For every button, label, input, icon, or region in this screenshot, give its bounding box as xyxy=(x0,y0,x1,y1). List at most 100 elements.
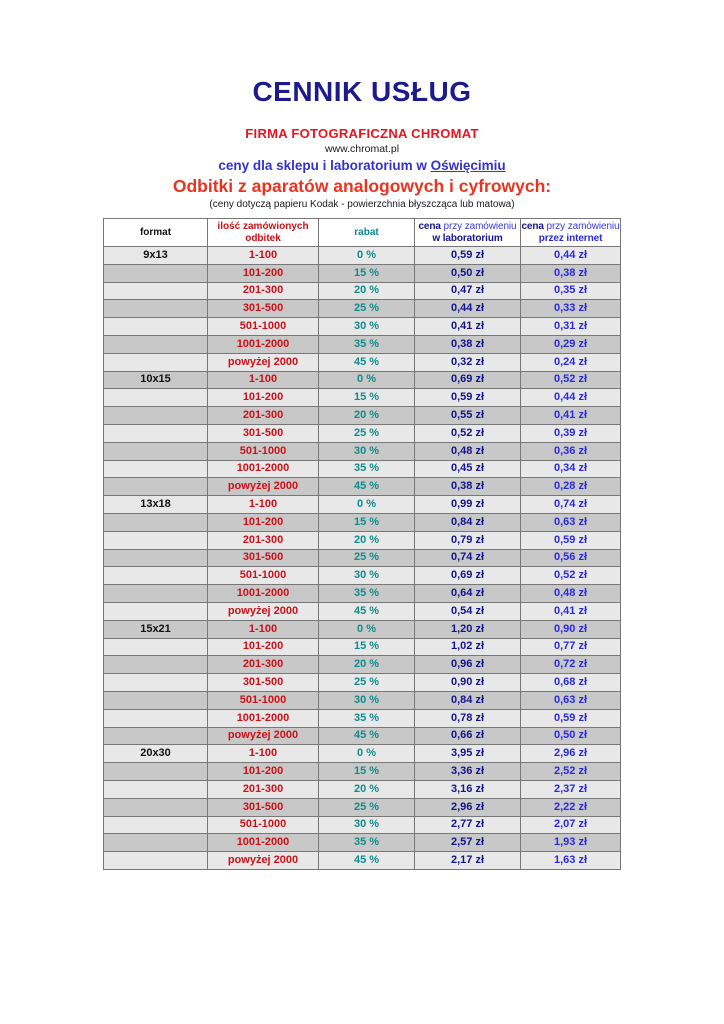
price-internet-cell: 1,63 zł xyxy=(520,851,621,870)
price-lab-cell: 0,38 zł xyxy=(414,477,521,497)
table-row: 301-500 25 % 0,52 zł 0,39 zł xyxy=(103,423,621,443)
website-text: www.chromat.pl xyxy=(324,143,400,155)
format-cell xyxy=(103,530,208,550)
table-row: 1001-2000 35 % 0,78 zł 0,59 zł xyxy=(103,708,621,728)
table-row: 301-500 25 % 2,96 zł 2,22 zł xyxy=(103,797,621,817)
table-row: 20x30 1-100 0 % 3,95 zł 2,96 zł xyxy=(103,744,621,764)
quantity-cell: 1001-2000 xyxy=(207,833,319,853)
quantity-cell: 201-300 xyxy=(207,281,319,301)
quantity-cell: powyżej 2000 xyxy=(207,477,319,497)
rabat-cell: 30 % xyxy=(318,317,415,336)
price-lab-cell: 0,50 zł xyxy=(414,263,521,283)
table-row: 201-300 20 % 0,79 zł 0,59 zł xyxy=(103,530,621,550)
table-row: 501-1000 30 % 0,69 zł 0,52 zł xyxy=(103,566,621,586)
price-internet-cell: 0,29 zł xyxy=(520,334,621,354)
price-lab-cell: 0,48 zł xyxy=(414,441,521,461)
price-internet-cell: 0,59 zł xyxy=(520,530,621,550)
format-cell: 20x30 xyxy=(103,744,208,764)
col-header-format: format xyxy=(103,218,208,247)
price-internet-cell: 0,44 zł xyxy=(520,246,621,265)
price-table: format ilość zamówionych odbitek rabat c… xyxy=(103,218,621,870)
price-lab-cell: 1,02 zł xyxy=(414,637,521,657)
price-lab-cell: 0,38 zł xyxy=(414,334,521,354)
quantity-cell: 1001-2000 xyxy=(207,708,319,728)
format-cell: 15x21 xyxy=(103,619,208,639)
rabat-cell: 20 % xyxy=(318,655,415,675)
table-row: powyżej 2000 45 % 0,32 zł 0,24 zł xyxy=(103,352,621,372)
table-row: 201-300 20 % 0,47 zł 0,35 zł xyxy=(103,281,621,301)
table-header-row: format ilość zamówionych odbitek rabat c… xyxy=(103,218,621,247)
price-lab-cell: 0,90 zł xyxy=(414,673,521,692)
table-row: 301-500 25 % 0,90 zł 0,68 zł xyxy=(103,673,621,692)
table-row: 201-300 20 % 0,55 zł 0,41 zł xyxy=(103,406,621,425)
table-row: powyżej 2000 45 % 0,38 zł 0,28 zł xyxy=(103,477,621,497)
price-internet-cell: 0,56 zł xyxy=(520,548,621,568)
price-internet-cell: 0,63 zł xyxy=(520,690,621,710)
city-link[interactable]: Oświęcimiu xyxy=(430,158,506,173)
price-internet-cell: 0,33 zł xyxy=(520,299,621,319)
format-cell xyxy=(103,637,208,657)
price-lab-cell: 3,16 zł xyxy=(414,779,521,799)
price-internet-cell: 0,48 zł xyxy=(520,584,621,603)
format-cell xyxy=(103,317,208,336)
page: CENNIK USŁUG FIRMA FOTOGRAFICZNA CHROMAT… xyxy=(103,76,621,870)
price-internet-cell: 0,28 zł xyxy=(520,477,621,497)
rabat-cell: 20 % xyxy=(318,530,415,550)
format-cell xyxy=(103,548,208,568)
price-internet-cell: 0,41 zł xyxy=(520,601,621,621)
price-internet-cell: 0,36 zł xyxy=(520,441,621,461)
rabat-cell: 35 % xyxy=(318,584,415,603)
format-cell xyxy=(103,459,208,479)
quantity-cell: 201-300 xyxy=(207,779,319,799)
price-lab-cell: 0,79 zł xyxy=(414,530,521,550)
quantity-cell: 101-200 xyxy=(207,263,319,283)
format-cell: 9x13 xyxy=(103,246,208,265)
price-internet-cena-label: cena xyxy=(521,221,544,232)
col-header-quantity: ilość zamówionych odbitek xyxy=(207,218,319,247)
rabat-cell: 35 % xyxy=(318,459,415,479)
format-cell xyxy=(103,779,208,799)
price-internet-cell: 0,24 zł xyxy=(520,352,621,372)
quantity-cell: 101-200 xyxy=(207,388,319,408)
quantity-cell: powyżej 2000 xyxy=(207,726,319,746)
price-lab-cell: 0,74 zł xyxy=(414,548,521,568)
rabat-cell: 45 % xyxy=(318,726,415,746)
section-title: Odbitki z aparatów analogowych i cyfrowy… xyxy=(172,176,552,196)
price-lab-cell: 0,66 zł xyxy=(414,726,521,746)
format-cell xyxy=(103,690,208,710)
format-cell xyxy=(103,423,208,443)
quantity-cell: 1001-2000 xyxy=(207,584,319,603)
quantity-cell: 101-200 xyxy=(207,512,319,532)
table-row: powyżej 2000 45 % 0,66 zł 0,50 zł xyxy=(103,726,621,746)
rabat-cell: 15 % xyxy=(318,512,415,532)
table-row: 1001-2000 35 % 0,45 zł 0,34 zł xyxy=(103,459,621,479)
format-cell xyxy=(103,708,208,728)
table-row: powyżej 2000 45 % 2,17 zł 1,63 zł xyxy=(103,851,621,870)
quantity-cell: 301-500 xyxy=(207,423,319,443)
price-lab-cell: 2,77 zł xyxy=(414,815,521,835)
table-row: 1001-2000 35 % 2,57 zł 1,93 zł xyxy=(103,833,621,853)
price-internet-cell: 0,59 zł xyxy=(520,708,621,728)
price-lab-cell: 0,69 zł xyxy=(414,370,521,390)
quantity-cell: 1001-2000 xyxy=(207,334,319,354)
rabat-cell: 30 % xyxy=(318,566,415,586)
rabat-cell: 25 % xyxy=(318,548,415,568)
rabat-cell: 15 % xyxy=(318,388,415,408)
price-lab-cell: 0,44 zł xyxy=(414,299,521,319)
col-header-price-internet: cena przy zamówieniu przez internet xyxy=(520,218,621,247)
quantity-cell: 1-100 xyxy=(207,619,319,639)
format-cell xyxy=(103,762,208,781)
rabat-cell: 30 % xyxy=(318,441,415,461)
table-row: 501-1000 30 % 0,41 zł 0,31 zł xyxy=(103,317,621,336)
table-row: 10x15 1-100 0 % 0,69 zł 0,52 zł xyxy=(103,370,621,390)
quantity-cell: 501-1000 xyxy=(207,317,319,336)
price-internet-cell: 0,31 zł xyxy=(520,317,621,336)
table-row: powyżej 2000 45 % 0,54 zł 0,41 zł xyxy=(103,601,621,621)
price-internet-cell: 2,07 zł xyxy=(520,815,621,835)
price-internet-przy-label: przy zamówieniu xyxy=(546,221,620,232)
quantity-cell: 1-100 xyxy=(207,370,319,390)
price-table-body: 9x13 1-100 0 % 0,59 zł 0,44 zł 101-200 15 % 0,5… xyxy=(103,246,621,870)
rabat-cell: 45 % xyxy=(318,352,415,372)
price-internet-cell: 2,96 zł xyxy=(520,744,621,764)
format-cell xyxy=(103,726,208,746)
